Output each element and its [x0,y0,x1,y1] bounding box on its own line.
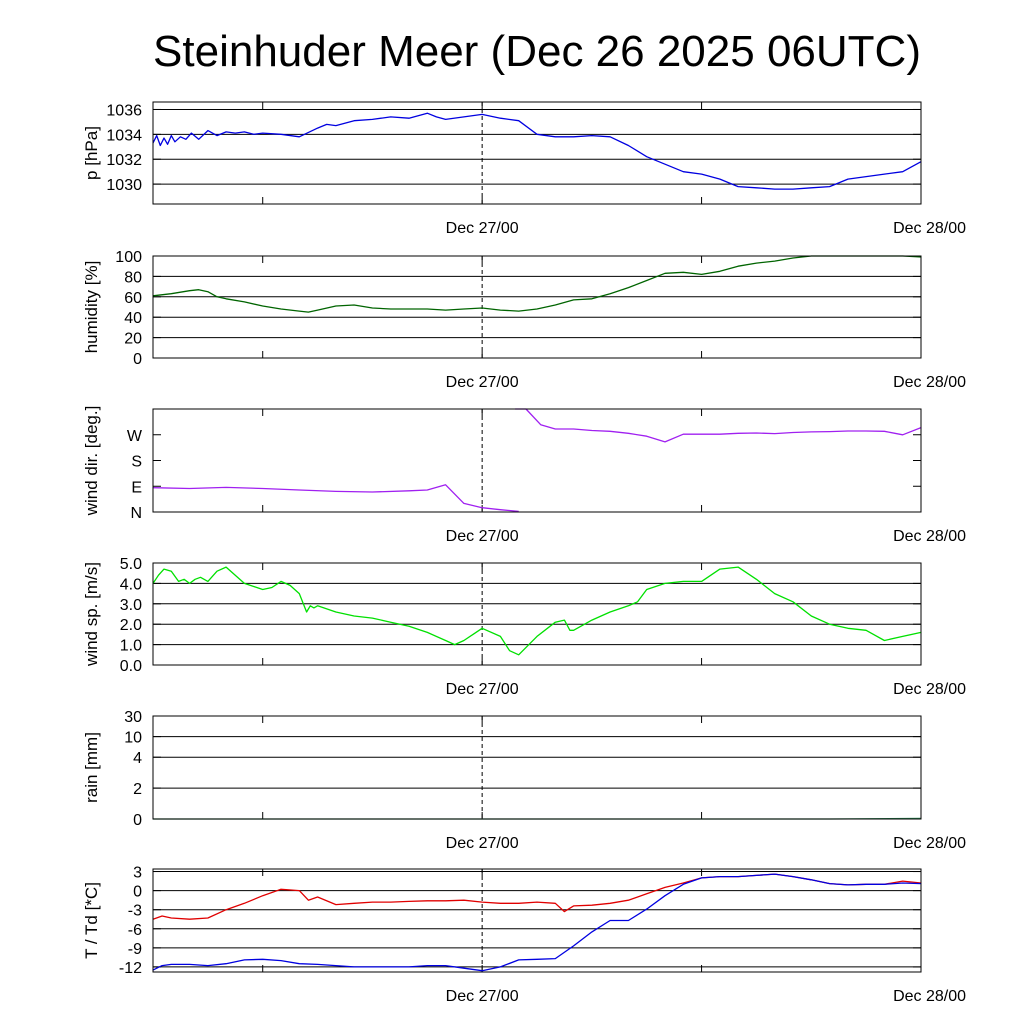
plot-frame [152,408,922,513]
series-line-wind_speed [152,566,922,656]
panel-rain: 0 2 4 10 30 rain [mm] Dec 27/00 Dec 28/00 [82,709,966,852]
y-tick-label: 30 [124,709,142,726]
y-axis-label: humidity [%] [82,261,101,354]
y-tick-label: 0 [133,351,142,368]
y-tick-label: 1.0 [120,638,142,655]
series-line-wind_direction [515,408,922,443]
y-axis-label: T / Td [*C] [82,882,101,959]
plot-frame [152,255,922,359]
y-tick-label: -12 [119,960,142,977]
y-tick-label: 1030 [106,177,142,194]
x-date-label: Dec 27/00 [446,528,519,545]
y-axis-label: wind dir. [deg.] [82,406,101,517]
y-tick-label: 60 [124,290,142,307]
series-line-humidity [152,255,922,313]
x-date-label: Dec 28/00 [893,220,966,237]
panel-temperature: -12 -9 -6 -3 0 3 T / Td [*C] Dec 27/00 Dec 28/00 [82,865,966,1005]
y-tick-label: 1032 [106,152,142,169]
series-line-wind_direction [152,484,519,513]
x-date-label: Dec 28/00 [893,988,966,1005]
y-tick-label: 0 [133,812,142,829]
y-tick-label: 1036 [106,102,142,119]
y-tick-label: E [131,479,142,496]
panel-humidity: 0 20 40 60 80 100 humidity [%] Dec 27/00 Dec 28/… [82,249,966,391]
x-date-label: Dec 28/00 [893,835,966,852]
chart-title: Steinhuder Meer (Dec 26 2025 06UTC) [153,27,921,76]
series-line-temperature [152,873,922,972]
y-tick-label: 1034 [106,127,142,144]
series-line-pressure [152,112,922,190]
plot-frame [152,868,922,973]
y-tick-label: -9 [128,941,142,958]
y-tick-label: 40 [124,310,142,327]
y-axis-label: p [hPa] [82,126,101,180]
x-date-label: Dec 27/00 [446,988,519,1005]
x-date-label: Dec 28/00 [893,374,966,391]
x-date-label: Dec 28/00 [893,681,966,698]
plot-frame [152,715,922,820]
y-tick-label: 4.0 [120,576,142,593]
y-tick-label: 20 [124,331,142,348]
y-tick-label: 3 [133,865,142,882]
x-date-label: Dec 27/00 [446,835,519,852]
y-axis-label: wind sp. [m/s] [82,562,101,667]
y-tick-label: 10 [124,730,142,747]
y-axis-label: rain [mm] [82,732,101,803]
y-tick-label: -3 [128,903,142,920]
y-tick-label: 2.0 [120,617,142,634]
y-tick-label: 5.0 [120,556,142,573]
plot-frame [152,101,922,205]
y-tick-label: 0.0 [120,658,142,675]
y-tick-label: 4 [133,750,142,767]
y-tick-label: 2 [133,781,142,798]
y-tick-label: 3.0 [120,597,142,614]
y-tick-label: W [127,428,143,445]
y-tick-label: -6 [128,922,142,939]
x-date-label: Dec 27/00 [446,220,519,237]
x-date-label: Dec 27/00 [446,681,519,698]
y-tick-label: N [130,505,142,522]
panel-wind_speed: 0.0 1.0 2.0 3.0 4.0 5.0 wind sp. [m/s] Dec 27/0… [82,556,966,698]
y-tick-label: 0 [133,884,142,901]
plot-frame [152,562,922,666]
x-date-label: Dec 28/00 [893,528,966,545]
y-tick-label: 80 [124,269,142,286]
series-line-temperature [152,873,922,920]
y-tick-label: S [131,454,142,471]
panel-pressure: 1030 1032 1034 1036 p [hPa] Dec 27/00 Dec 28/0… [82,101,966,237]
y-tick-label: 100 [115,249,142,266]
x-date-label: Dec 27/00 [446,374,519,391]
